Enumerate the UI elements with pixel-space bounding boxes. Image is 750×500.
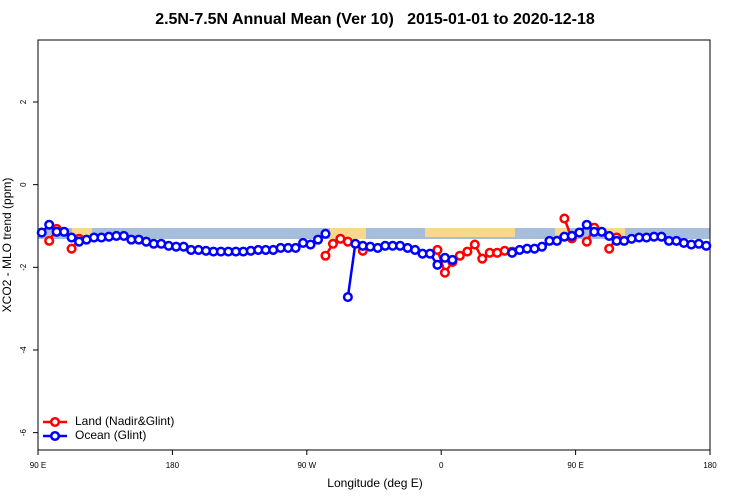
data-point [312, 234, 324, 245]
data-point [118, 230, 129, 241]
x-tick-label: 90 E [30, 461, 46, 470]
data-point [581, 236, 592, 247]
data-point [432, 244, 443, 256]
data-point [327, 238, 338, 249]
data-point [559, 213, 570, 224]
legend-marker [49, 416, 61, 428]
data-point [59, 226, 70, 237]
x-tick-label: 90 W [297, 461, 316, 470]
data-point [551, 235, 562, 246]
data-point [447, 254, 458, 265]
data-point [66, 232, 77, 243]
data-point [604, 230, 615, 241]
data-point [342, 292, 353, 303]
x-tick-label: 180 [703, 461, 717, 470]
x-tick-label: 90 E [567, 461, 583, 470]
data-point [581, 219, 592, 230]
data-point [44, 219, 55, 230]
data-point [439, 267, 450, 278]
y-tick-label: -6 [19, 429, 28, 437]
data-point [574, 227, 585, 238]
data-point [604, 243, 615, 254]
data-point [66, 243, 77, 254]
data-point [596, 226, 607, 237]
data-point [454, 250, 465, 261]
y-axis-label: XCO2 - MLO trend (ppm) [0, 178, 14, 313]
data-point [424, 248, 436, 259]
data-point [320, 228, 331, 239]
map-strip [38, 228, 710, 239]
data-point [305, 239, 316, 250]
x-axis-label: Longitude (deg E) [327, 476, 422, 490]
data-point [290, 242, 301, 253]
y-tick-label: 0 [19, 182, 28, 187]
y-tick-label: -4 [19, 346, 28, 354]
x-tick-label: 180 [166, 461, 180, 470]
data-point [536, 241, 548, 252]
legend-label: Ocean (Glint) [75, 428, 146, 442]
y-tick-label: 2 [19, 99, 28, 104]
legend-label: Land (Nadir&Glint) [75, 414, 174, 428]
data-point [462, 246, 473, 257]
data-point [36, 227, 47, 238]
data-point [701, 240, 712, 251]
data-point [656, 231, 667, 242]
data-point [432, 259, 443, 270]
chart-title: 2.5N-7.5N Annual Mean (Ver 10) 2015-01-0… [155, 11, 595, 28]
legend-marker [49, 430, 61, 442]
x-tick-label: 0 [439, 461, 444, 470]
data-point [410, 244, 421, 256]
y-tick-label: -2 [19, 263, 28, 271]
data-point [44, 235, 55, 246]
data-point [469, 239, 480, 250]
data-point [477, 253, 488, 264]
data-point [320, 250, 331, 261]
